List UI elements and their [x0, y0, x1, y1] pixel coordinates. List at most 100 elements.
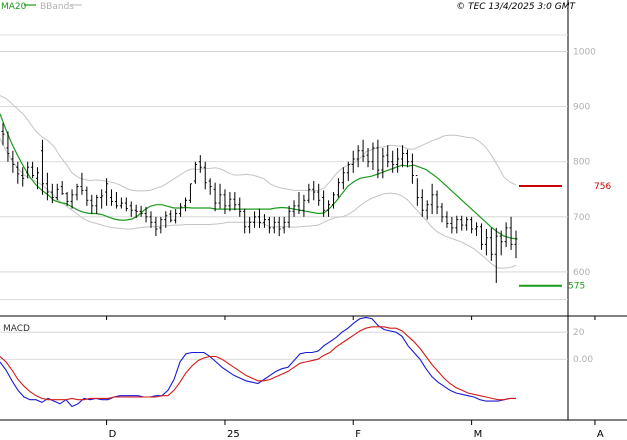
price-bar: [129, 201, 133, 217]
price-bar: [248, 216, 252, 234]
copyright-stamp: © TEC 13/4/2025 3:0 GMT: [456, 2, 576, 12]
price-bar: [213, 182, 217, 212]
price-bar: [277, 216, 281, 237]
price-bar: [184, 197, 188, 212]
price-bar: [470, 216, 474, 234]
y-tick-label: 0.00: [573, 355, 593, 365]
price-bar: [110, 189, 114, 206]
price-bar: [164, 211, 168, 228]
x-tick-label: F: [355, 429, 361, 440]
price-bar: [100, 189, 104, 209]
x-tick-label: A: [597, 429, 604, 440]
legend-ma20: MA20: [1, 2, 27, 12]
price-bar: [233, 192, 237, 211]
signal-line: [0, 326, 516, 401]
y-tick-label: 700: [573, 213, 590, 223]
axis-ticks: D 25 F M A: [106, 316, 604, 440]
price-bar: [297, 192, 301, 215]
macd-lines: [0, 316, 516, 408]
price-bar: [484, 228, 488, 256]
price-bar: [292, 200, 296, 217]
y-tick-label: 20: [573, 328, 585, 338]
price-bar: [499, 230, 503, 256]
price-bar: [267, 216, 271, 234]
bb-upper-line: [0, 95, 517, 192]
legend-bbands: BBands: [40, 2, 74, 12]
price-bar: [223, 189, 227, 215]
x-tick-label: M: [474, 429, 483, 440]
price-bar: [198, 155, 202, 173]
price-bar: [119, 197, 123, 209]
price-bar: [479, 223, 483, 250]
price-bar: [312, 181, 316, 201]
price-bar: [396, 147, 400, 173]
price-bar: [208, 178, 212, 195]
price-bar: [154, 216, 158, 237]
price-bar: [149, 211, 153, 228]
price-bar: [361, 139, 365, 162]
price-bar: [435, 190, 439, 215]
price-bar: [450, 216, 454, 234]
price-bar: [410, 153, 414, 184]
price-bar: [475, 222, 479, 237]
price-bar: [36, 167, 40, 190]
price-bar: [218, 183, 222, 209]
price-bar: [45, 172, 49, 201]
price-bar: [381, 147, 385, 179]
chart-frame: [0, 0, 627, 421]
price-bar: [80, 172, 84, 195]
price-grid: 1000 900 800 700 600: [0, 34, 596, 300]
y-tick-label: 800: [573, 158, 590, 168]
price-bar: [504, 222, 508, 248]
price-bar: [238, 197, 242, 217]
price-bar: [376, 139, 380, 179]
support-label: 575: [568, 282, 585, 292]
price-bar: [366, 147, 370, 168]
price-bar: [55, 183, 59, 201]
price-bar: [405, 149, 409, 168]
price-bar: [179, 203, 183, 217]
price-bar: [514, 230, 518, 259]
price-bar: [26, 161, 30, 179]
price-bar: [105, 178, 109, 206]
price-bar: [401, 145, 405, 168]
x-tick-label: 25: [227, 429, 240, 440]
price-bar: [16, 161, 20, 184]
price-bar: [307, 183, 311, 204]
price-bar: [327, 200, 331, 217]
ma20-path: [0, 113, 517, 240]
price-bar: [144, 206, 148, 223]
price-bar: [351, 150, 355, 173]
price-bar: [415, 175, 419, 206]
price-bar: [95, 194, 99, 215]
ma20-line: [0, 113, 517, 240]
price-bar: [356, 145, 360, 168]
x-tick-label: D: [109, 429, 117, 440]
price-bar: [336, 178, 340, 198]
resistance-label: 756: [594, 182, 611, 192]
price-bar: [420, 189, 424, 217]
price-bar: [65, 192, 69, 206]
price-bar: [331, 192, 335, 209]
price-bar: [445, 211, 449, 228]
price-bar: [243, 208, 247, 234]
macd-line: [0, 316, 516, 408]
price-bar: [70, 189, 74, 209]
price-bar: [139, 205, 143, 217]
price-bar: [253, 211, 257, 228]
price-bar: [90, 194, 94, 215]
price-bar: [391, 150, 395, 173]
price-bar: [341, 167, 345, 190]
price-bar: [302, 194, 306, 217]
price-bar: [1, 123, 5, 146]
price-bar: [31, 161, 35, 179]
price-bar: [75, 183, 79, 201]
price-bar: [371, 142, 375, 171]
price-bar: [494, 227, 498, 283]
price-bar: [169, 210, 173, 223]
price-bar: [258, 208, 261, 228]
price-bar: [386, 145, 390, 168]
price-bar: [282, 216, 286, 234]
price-bar: [174, 209, 178, 224]
